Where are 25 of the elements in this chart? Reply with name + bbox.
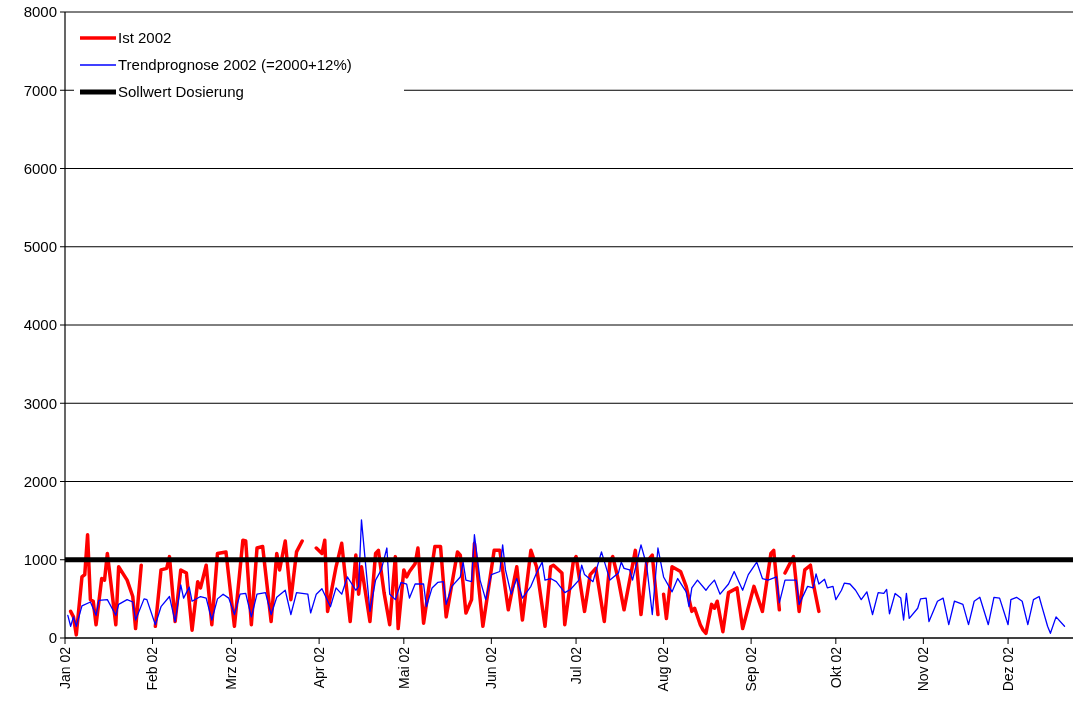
y-tick-label: 8000: [23, 3, 57, 21]
x-tick-label: Sep 02: [743, 646, 760, 692]
x-tick-label: Jul 02: [567, 646, 584, 685]
line-series: [67, 519, 1066, 634]
y-tick-label: 2000: [23, 472, 57, 490]
x-tick-label: Mrz 02: [223, 646, 240, 690]
y-tick-label: 4000: [23, 316, 57, 334]
x-tick-label: Jan 02: [56, 646, 73, 690]
legend-label: Sollwert Dosierung: [118, 83, 244, 101]
x-tick-label: Aug 02: [655, 646, 672, 692]
legend-label: Ist 2002: [118, 29, 172, 47]
x-tick-label: Apr 02: [311, 646, 328, 689]
y-tick-label: 6000: [23, 159, 57, 177]
y-tick-label: 5000: [23, 238, 57, 255]
x-tick-label: Dez 02: [999, 646, 1016, 692]
legend-label: Trendprognose 2002 (=2000+12%): [118, 56, 352, 74]
x-tick-label: Mai 02: [395, 646, 412, 690]
y-tick-label: 3000: [23, 394, 57, 412]
x-tick-label: Nov 02: [915, 646, 932, 692]
x-tick-label: Okt 02: [827, 646, 844, 689]
y-tick-label: 7000: [23, 81, 57, 99]
y-tick-label: 1000: [23, 551, 57, 568]
x-tick-label: Feb 02: [144, 646, 161, 691]
x-tick-label: Jun 02: [483, 646, 500, 690]
y-tick-label: 0: [48, 629, 57, 647]
